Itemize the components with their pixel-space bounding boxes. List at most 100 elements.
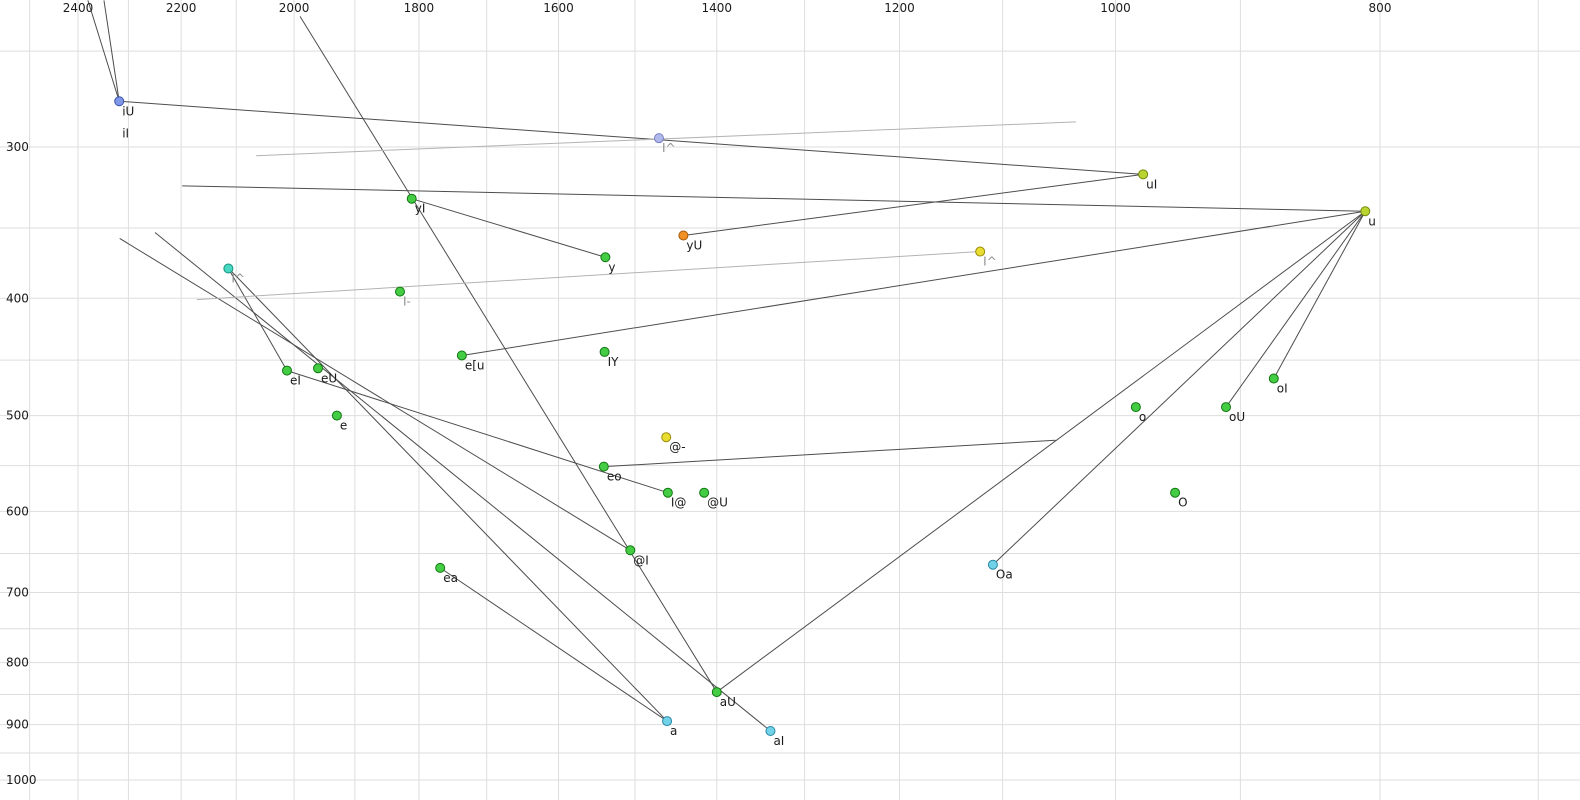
vowel-point-I@[interactable]: [662, 487, 673, 498]
x-axis-tick-label: 2000: [279, 1, 310, 15]
vowel-point-O[interactable]: [1170, 487, 1181, 498]
vowel-point-Oa[interactable]: [987, 559, 998, 570]
vowel-label: a: [670, 724, 677, 738]
vowel-label: I^: [662, 141, 676, 155]
trajectory-line: [299, 16, 718, 693]
vowel-point-e[u[interactable]: [456, 350, 467, 361]
trajectory-line: [439, 567, 668, 722]
x-axis-tick-label: 2400: [63, 1, 94, 15]
trajectory-line: [683, 173, 1144, 236]
x-axis-tick-label: 1200: [884, 1, 915, 15]
trajectory-line: [227, 268, 288, 371]
vowel-label: y: [608, 260, 615, 274]
trajectory-line: [154, 232, 771, 732]
y-axis-tick-label: 800: [6, 656, 29, 670]
vowel-point-@U[interactable]: [699, 487, 710, 498]
vowel-label: aI: [773, 734, 784, 748]
trajectory-line: [119, 238, 631, 551]
trajectory-line: [229, 269, 668, 722]
vowel-point-I-[interactable]: [394, 286, 405, 297]
trajectory-line: [196, 251, 981, 301]
trajectory-line: [119, 100, 1144, 175]
trajectory-line: [411, 198, 606, 258]
vowel-label: u: [1368, 214, 1376, 228]
vowel-point-oU[interactable]: [1221, 402, 1232, 413]
trajectory-line: [182, 185, 1366, 212]
vowel-label: eU: [321, 371, 337, 385]
vowel-label: o: [1139, 410, 1146, 424]
vowel-point-I^[interactable]: [653, 133, 664, 144]
y-axis-tick-label: 700: [6, 585, 29, 599]
vowel-point-yI[interactable]: [406, 193, 417, 204]
vowel-label: Oa: [996, 568, 1013, 582]
y-axis-tick-label: 600: [6, 504, 29, 518]
trajectory-line: [992, 210, 1366, 566]
vowel-point-@I[interactable]: [625, 545, 636, 556]
x-axis-tick-label: 1400: [702, 1, 733, 15]
vowel-label: yU: [686, 239, 702, 253]
trajectory-line: [103, 0, 120, 102]
vowel-label: @-: [669, 440, 685, 454]
vowel-point-e[interactable]: [331, 410, 342, 421]
vowel-label: yI: [415, 202, 426, 216]
vowel-label: IY: [608, 355, 620, 369]
vowel-label: ea: [443, 571, 458, 585]
trajectory-line: [87, 0, 120, 102]
vowel-label: iI: [122, 126, 129, 140]
vowel-point-I^[interactable]: [223, 263, 234, 274]
x-axis-tick-label: 800: [1369, 1, 1392, 15]
vowel-label: I^: [983, 255, 997, 269]
vowel-label: aU: [720, 695, 736, 709]
y-axis-tick-label: 500: [6, 409, 29, 423]
vowel-point-aU[interactable]: [711, 687, 722, 698]
vowel-label: eo: [607, 470, 622, 484]
trajectory-line: [1273, 211, 1366, 379]
trajectory-line: [256, 121, 1076, 157]
x-axis-tick-label: 1800: [404, 1, 435, 15]
vowel-point-y[interactable]: [600, 252, 611, 263]
trajectory-line: [461, 210, 1366, 356]
vowel-point-aI[interactable]: [765, 725, 776, 736]
trajectory-line: [603, 439, 1056, 468]
vowel-point-uI[interactable]: [1138, 169, 1149, 180]
vowel-point-@-[interactable]: [661, 432, 672, 443]
vowel-label: e: [340, 419, 347, 433]
vowel-point-oI[interactable]: [1268, 373, 1279, 384]
vowel-label: @I: [633, 553, 649, 567]
vowel-point-I^[interactable]: [975, 246, 986, 257]
trajectory-line: [1225, 210, 1366, 408]
vowel-label: I@: [671, 496, 687, 510]
vowel-label: e[u: [465, 358, 485, 372]
vowel-label: I-: [403, 295, 411, 309]
vowel-label: uI: [1146, 177, 1157, 191]
vowel-point-ea[interactable]: [435, 562, 446, 573]
vowel-label: oU: [1229, 410, 1245, 424]
vowel-label: iU: [122, 104, 134, 118]
y-axis-tick-label: 900: [6, 718, 29, 732]
x-axis-tick-label: 1600: [543, 1, 574, 15]
x-axis-tick-label: 1000: [1100, 1, 1131, 15]
trajectory-line: [716, 210, 1366, 693]
vowel-point-IY[interactable]: [599, 346, 610, 357]
trajectory-line: [286, 370, 669, 494]
vowel-point-u[interactable]: [1360, 206, 1371, 217]
vowel-label: @U: [707, 496, 728, 510]
vowel-point-o[interactable]: [1130, 402, 1141, 413]
x-axis-tick-label: 2200: [166, 1, 197, 15]
vowel-point-eo[interactable]: [598, 461, 609, 472]
vowel-label: I^: [231, 272, 245, 286]
vowel-label: oI: [1277, 382, 1288, 396]
vowel-label: eI: [290, 374, 301, 388]
vowel-point-eI[interactable]: [281, 365, 292, 376]
vowel-point-a[interactable]: [662, 716, 673, 727]
y-axis-tick-label: 400: [6, 291, 29, 305]
vowel-point-iU[interactable]: [114, 96, 125, 107]
y-axis-tick-label: 1000: [6, 773, 37, 787]
vowel-point-yU[interactable]: [678, 230, 689, 241]
vowel-label: O: [1178, 496, 1187, 510]
vowel-point-eU[interactable]: [313, 363, 324, 374]
y-axis-tick-label: 300: [6, 140, 29, 154]
